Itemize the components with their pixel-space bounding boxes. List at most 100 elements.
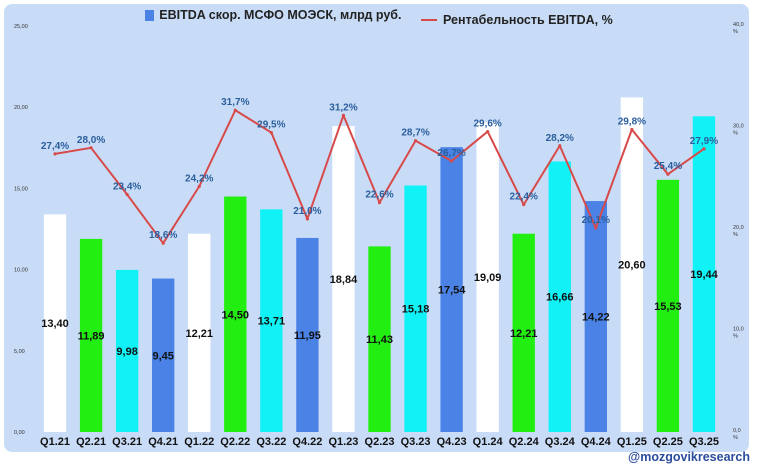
bar-value-label: 16,66 (546, 292, 574, 304)
bar-value-label: 14,22 (582, 312, 610, 324)
y2-tick-label: 40,0 (733, 22, 744, 28)
x-tick-label: Q3.21 (112, 436, 142, 448)
line-value-label: 23,4% (113, 181, 141, 192)
line-value-label: 29,8% (618, 117, 646, 128)
line-point (558, 144, 562, 148)
y2-tick-unit: % (733, 435, 738, 441)
y-tick-label: 25,00 (14, 24, 28, 30)
legend-bar-swatch (145, 9, 155, 21)
line-point (89, 146, 93, 150)
bar (440, 147, 463, 433)
bar (476, 121, 499, 433)
legend-label-ebitda: EBITDA скор. МСФО МОЭСК, млрд руб. (159, 8, 402, 22)
line-value-label: 29,6% (473, 119, 501, 130)
bar (79, 238, 103, 432)
x-tick-label: Q2.24 (509, 436, 540, 448)
line-value-label: 28,7% (401, 128, 429, 139)
bar-value-label: 12,21 (185, 328, 213, 340)
bar (224, 196, 247, 432)
x-tick-label: Q3.25 (689, 436, 719, 448)
bar-value-label: 19,44 (690, 269, 718, 281)
x-tick-label: Q1.25 (617, 436, 647, 448)
bar (260, 209, 283, 432)
bar-value-label: 12,21 (510, 328, 538, 340)
bar-value-label: 11,43 (366, 334, 393, 346)
line-point (125, 192, 129, 197)
x-tick-label: Q2.23 (365, 436, 395, 448)
legend-line-swatch (421, 18, 437, 21)
bar (332, 126, 355, 433)
line-point (305, 217, 309, 221)
line-value-label: 26,7% (437, 148, 465, 159)
y-tick-label: 10,00 (14, 268, 28, 274)
bar-value-label: 9,98 (116, 346, 137, 358)
bar (548, 161, 571, 433)
x-tick-label: Q1.22 (184, 436, 214, 448)
bar (296, 237, 319, 432)
bar (188, 233, 211, 432)
line-value-label: 31,7% (221, 97, 249, 108)
bar-value-label: 13,71 (258, 316, 286, 328)
line-point (486, 129, 490, 134)
bar (584, 201, 607, 432)
x-tick-label: Q4.23 (437, 436, 467, 448)
line-value-label: 21,0% (293, 206, 321, 217)
bar-value-label: 14,50 (222, 309, 250, 321)
bar-value-label: 11,89 (78, 330, 105, 342)
line-point (269, 130, 273, 135)
x-tick-label: Q4.22 (292, 436, 322, 448)
x-tick-label: Q1.21 (40, 436, 70, 448)
bar-value-label: 15,53 (654, 301, 682, 313)
line-value-label: 20,1% (582, 215, 610, 226)
legend-item-ebitda: EBITDA скор. МСФО МОЭСК, млрд руб. (145, 8, 402, 22)
line-value-label: 27,9% (690, 136, 718, 147)
line-point (702, 147, 706, 151)
line-value-label: 28,2% (546, 133, 574, 144)
bar (656, 179, 680, 432)
line-point (450, 159, 454, 163)
y-tick-label: 5,00 (14, 349, 25, 355)
x-tick-label: Q2.25 (653, 436, 683, 448)
bar (404, 185, 427, 432)
line-point (53, 152, 57, 156)
bar-value-label: 19,09 (474, 272, 502, 284)
line-value-label: 18,6% (149, 230, 177, 241)
line-value-label: 27,4% (41, 141, 69, 152)
x-tick-label: Q2.22 (220, 436, 250, 448)
y-tick-label: 20,00 (14, 105, 28, 111)
legend: EBITDA скор. МСФО МОЭСК, млрд руб. Рента… (0, 8, 758, 27)
x-tick-label: Q3.24 (545, 436, 576, 448)
bar (368, 246, 391, 432)
line-value-label: 28,0% (77, 135, 105, 146)
y2-tick-label: 10,0 (733, 327, 744, 333)
line-point (161, 241, 165, 245)
bar-value-label: 9,45 (152, 350, 173, 362)
line-point (630, 127, 634, 132)
line-value-label: 22,6% (365, 190, 393, 201)
y2-tick-label: 20,0 (733, 225, 744, 231)
y2-tick-unit: % (733, 29, 738, 35)
bar-value-label: 20,60 (618, 260, 646, 272)
y2-tick-unit: % (733, 131, 738, 137)
y-tick-label: 0,00 (14, 430, 25, 436)
line-value-label: 22,4% (510, 192, 538, 203)
x-tick-label: Q1.24 (473, 436, 504, 448)
bar (115, 269, 139, 432)
bar (43, 214, 67, 432)
line-point (666, 172, 670, 176)
line-point (594, 226, 598, 230)
x-tick-label: Q4.24 (581, 436, 612, 448)
y2-tick-label: 30,0 (733, 124, 744, 130)
line-point (522, 203, 526, 207)
x-tick-label: Q1.23 (328, 436, 358, 448)
y2-tick-unit: % (733, 334, 738, 340)
bar (152, 278, 175, 432)
line-point (413, 139, 418, 143)
line-point (197, 184, 201, 188)
line-point (341, 113, 346, 117)
bar-value-label: 15,18 (402, 304, 430, 316)
legend-item-margin: Рентабельность EBITDA, % (421, 13, 613, 27)
x-tick-label: Q4.21 (148, 436, 178, 448)
